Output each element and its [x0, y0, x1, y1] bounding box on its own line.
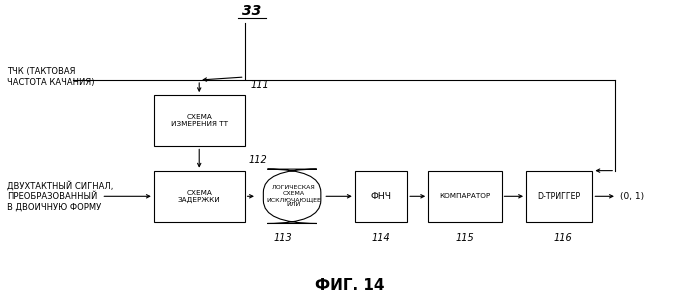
Text: ФИГ. 14: ФИГ. 14 — [315, 278, 384, 293]
Text: 115: 115 — [456, 233, 474, 243]
Text: ФНЧ: ФНЧ — [370, 192, 391, 201]
Text: (0, 1): (0, 1) — [621, 192, 644, 201]
FancyBboxPatch shape — [264, 169, 321, 223]
FancyBboxPatch shape — [428, 171, 502, 222]
Text: ТЧК (ТАКТОВАЯ
ЧАСТОТА КАЧАНИЯ): ТЧК (ТАКТОВАЯ ЧАСТОТА КАЧАНИЯ) — [7, 67, 94, 87]
Text: 111: 111 — [250, 80, 269, 90]
FancyBboxPatch shape — [154, 95, 245, 146]
Text: 33: 33 — [242, 4, 261, 18]
Text: 114: 114 — [372, 233, 390, 243]
Text: ЛОГИЧЕСКАЯ
СХЕМА
ИСКЛЮЧАЮЩЕЕ
ИЛИ: ЛОГИЧЕСКАЯ СХЕМА ИСКЛЮЧАЮЩЕЕ ИЛИ — [266, 185, 321, 207]
FancyBboxPatch shape — [355, 171, 407, 222]
FancyBboxPatch shape — [526, 171, 593, 222]
Text: ДВУХТАКТНЫЙ СИГНАЛ,
ПРЕОБРАЗОВАННЫЙ
В ДВОИЧНУЮ ФОРМУ: ДВУХТАКТНЫЙ СИГНАЛ, ПРЕОБРАЗОВАННЫЙ В ДВ… — [7, 181, 113, 212]
Text: СХЕМА
ЗАДЕРЖКИ: СХЕМА ЗАДЕРЖКИ — [178, 190, 221, 203]
Text: 113: 113 — [274, 233, 292, 243]
FancyBboxPatch shape — [154, 171, 245, 222]
Text: 112: 112 — [248, 155, 267, 165]
Text: СХЕМА
ИЗМЕРЕНИЯ ТТ: СХЕМА ИЗМЕРЕНИЯ ТТ — [171, 114, 228, 127]
Text: 116: 116 — [554, 233, 572, 243]
Text: D-ТРИГГЕР: D-ТРИГГЕР — [538, 192, 581, 201]
Text: КОМПАРАТОР: КОМПАРАТОР — [439, 193, 491, 199]
